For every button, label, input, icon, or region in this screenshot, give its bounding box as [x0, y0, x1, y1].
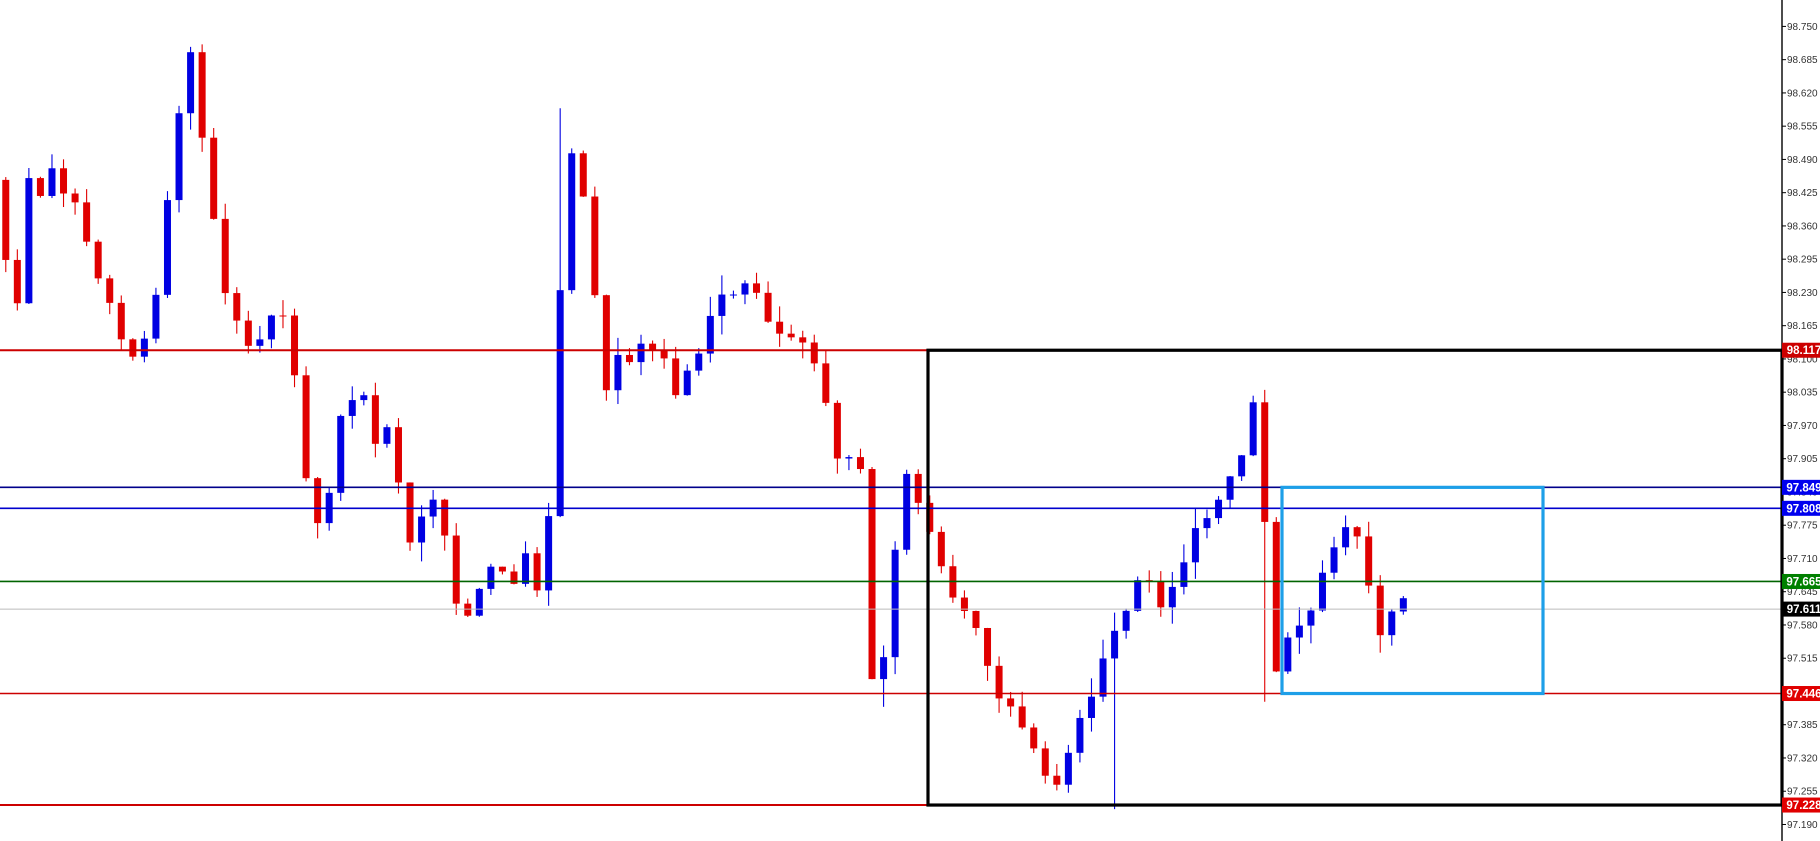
- svg-text:97.710: 97.710: [1787, 554, 1818, 565]
- svg-text:97.255: 97.255: [1787, 787, 1818, 798]
- svg-text:97.905: 97.905: [1787, 454, 1818, 465]
- svg-text:97.190: 97.190: [1787, 820, 1818, 831]
- svg-text:97.775: 97.775: [1787, 521, 1818, 532]
- svg-text:97.665: 97.665: [1786, 576, 1820, 588]
- svg-text:98.165: 98.165: [1787, 321, 1818, 332]
- svg-text:98.555: 98.555: [1787, 122, 1818, 133]
- svg-text:98.750: 98.750: [1787, 22, 1818, 33]
- svg-text:97.446: 97.446: [1786, 689, 1820, 701]
- svg-text:98.685: 98.685: [1787, 55, 1818, 66]
- svg-text:98.490: 98.490: [1787, 155, 1818, 166]
- svg-text:98.425: 98.425: [1787, 188, 1818, 199]
- svg-text:97.228: 97.228: [1786, 800, 1820, 812]
- svg-text:98.360: 98.360: [1787, 221, 1818, 232]
- svg-text:97.320: 97.320: [1787, 753, 1818, 764]
- svg-text:98.117: 98.117: [1787, 345, 1820, 357]
- svg-text:97.849: 97.849: [1786, 482, 1820, 494]
- svg-text:98.230: 98.230: [1787, 288, 1818, 299]
- svg-text:98.035: 98.035: [1787, 388, 1818, 399]
- svg-text:97.970: 97.970: [1787, 421, 1818, 432]
- svg-text:97.580: 97.580: [1787, 620, 1818, 631]
- svg-text:98.620: 98.620: [1787, 88, 1818, 99]
- svg-text:98.295: 98.295: [1787, 255, 1818, 266]
- svg-text:97.611: 97.611: [1787, 604, 1820, 616]
- svg-text:97.808: 97.808: [1786, 503, 1820, 515]
- svg-text:97.515: 97.515: [1787, 654, 1818, 665]
- svg-text:97.385: 97.385: [1787, 720, 1818, 731]
